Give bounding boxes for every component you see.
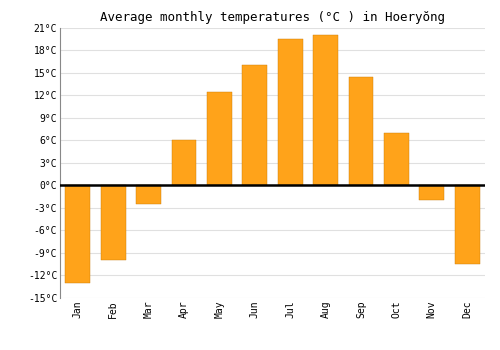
Bar bbox=[207, 92, 232, 185]
Bar bbox=[455, 185, 479, 264]
Title: Average monthly temperatures (°C ) in Hoeryŏng: Average monthly temperatures (°C ) in Ho… bbox=[100, 11, 445, 24]
Bar bbox=[313, 35, 338, 185]
Bar bbox=[278, 39, 302, 185]
Bar bbox=[242, 65, 267, 185]
Bar bbox=[384, 133, 409, 185]
Bar bbox=[100, 185, 126, 260]
Bar bbox=[136, 185, 161, 204]
Bar bbox=[420, 185, 444, 200]
Bar bbox=[172, 140, 196, 185]
Bar bbox=[348, 77, 374, 185]
Bar bbox=[66, 185, 90, 282]
